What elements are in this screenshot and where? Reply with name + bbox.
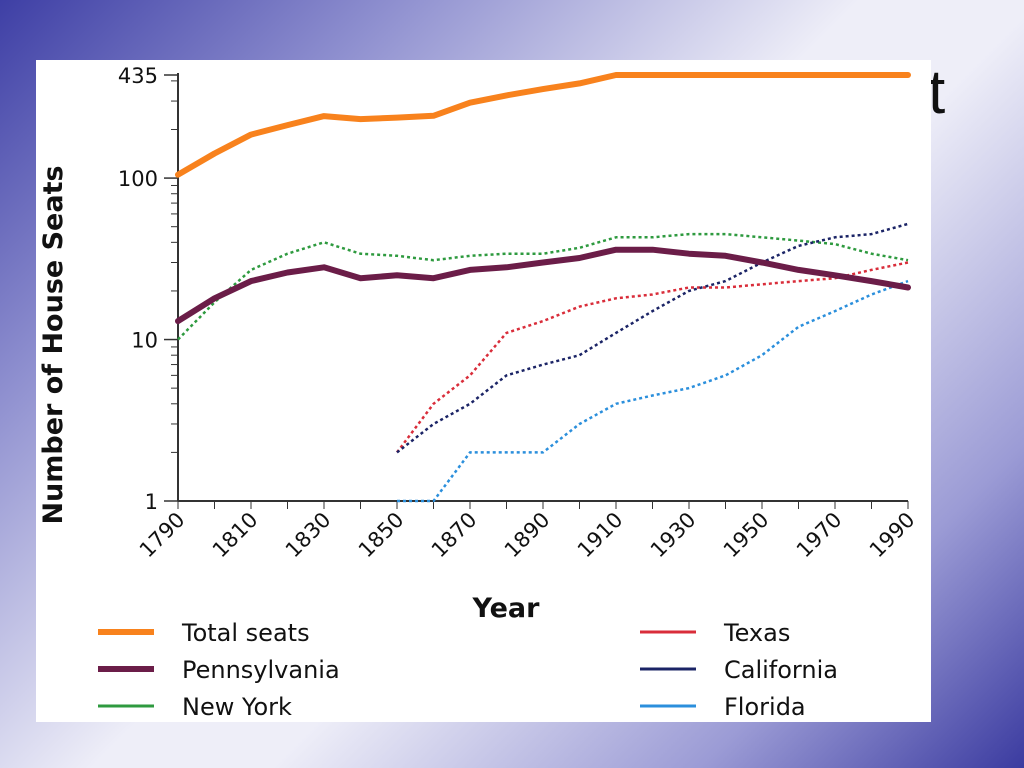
- legend: Total seats Pennsylvania New York Texas Cali…: [98, 619, 838, 721]
- y-tick-label: 435: [118, 64, 158, 88]
- series-line-california: [396, 222, 909, 454]
- x-tick-label: 1930: [646, 508, 701, 563]
- x-tick-label: 1990: [865, 508, 920, 563]
- legend-label: Texas: [723, 619, 790, 647]
- x-tick-label: 1970: [792, 508, 847, 563]
- legend-label: Pennsylvania: [182, 656, 340, 684]
- x-tick-label: 1850: [354, 508, 409, 563]
- legend-label: New York: [182, 693, 292, 721]
- x-tick-label: 1910: [573, 508, 628, 563]
- series-line-florida: [397, 279, 909, 503]
- y-tick-label: 1: [145, 490, 158, 514]
- y-tick-label: 10: [131, 329, 158, 353]
- x-tick-label: 1870: [427, 508, 482, 563]
- series-line-total-seats: [175, 72, 911, 178]
- x-tick-label: 1890: [500, 508, 555, 563]
- x-tick-label: 1790: [135, 508, 190, 563]
- x-axis-title: Year: [472, 593, 541, 624]
- x-tick-label: 1830: [281, 508, 336, 563]
- chart-panel: 1 10 100 435 1790 1810 1830 1850 1870 1890 1910 193…: [36, 60, 931, 722]
- legend-label: Florida: [724, 693, 806, 721]
- series-line-pennsylvania: [175, 246, 911, 325]
- series-lines: [175, 72, 911, 503]
- x-tick-label: 1810: [208, 508, 263, 563]
- legend-label: Total seats: [181, 619, 310, 647]
- series-line-texas: [396, 261, 909, 454]
- y-tick-label: 100: [118, 167, 158, 191]
- slide-title-fragment: t: [928, 58, 946, 127]
- x-tick-label: 1950: [719, 508, 774, 563]
- legend-label: California: [724, 656, 838, 684]
- house-seats-chart: 1 10 100 435 1790 1810 1830 1850 1870 1890 1910 193…: [38, 64, 920, 721]
- y-axis-title: Number of House Seats: [38, 165, 69, 524]
- series-line-new-york: [177, 232, 909, 341]
